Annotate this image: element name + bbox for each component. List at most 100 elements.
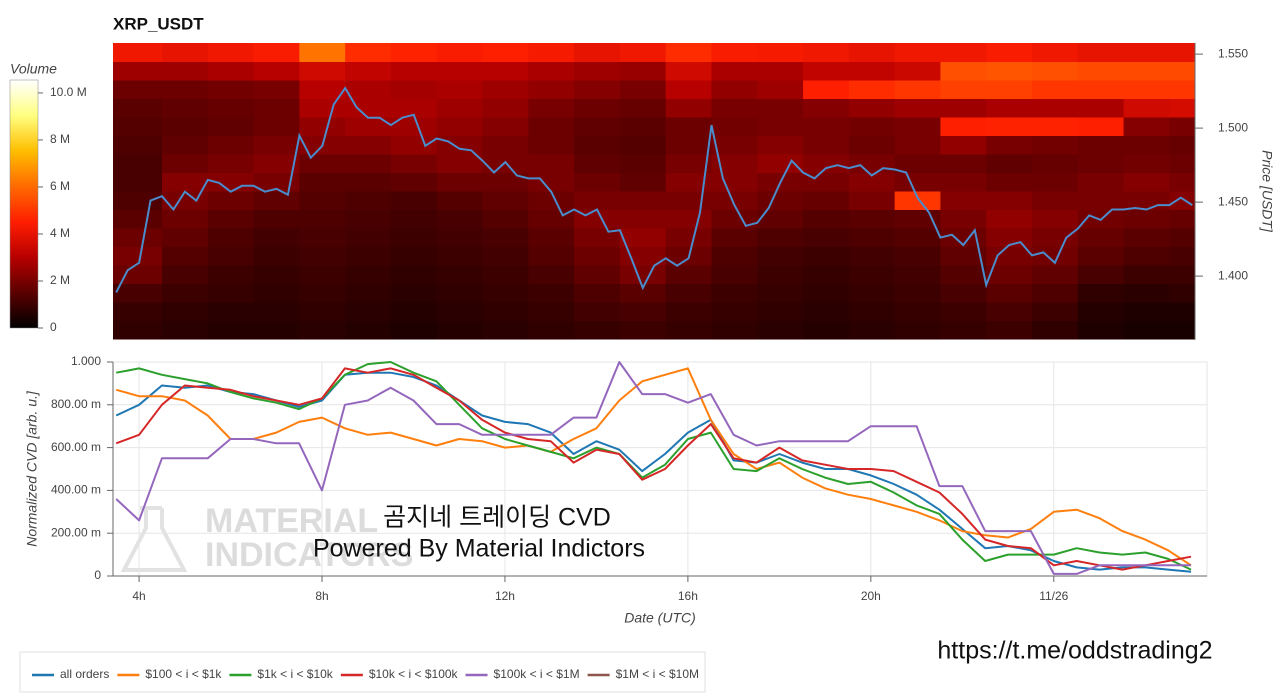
heat-cell <box>113 61 163 81</box>
heat-cell <box>894 302 941 321</box>
heat-cell <box>528 302 575 321</box>
heat-cell <box>436 246 484 266</box>
heat-cell <box>757 117 804 136</box>
heat-cell <box>436 98 484 118</box>
heat-cell <box>1169 302 1196 321</box>
heat-cell <box>940 43 987 62</box>
legend-label: $10k < i < $100k <box>369 667 459 681</box>
heat-cell <box>161 246 209 266</box>
heat-cell <box>390 98 438 118</box>
heat-cell <box>665 135 712 155</box>
heat-cell <box>390 154 438 173</box>
heat-cell <box>803 43 850 62</box>
heat-cell <box>711 43 758 62</box>
heat-cell <box>1077 117 1125 136</box>
watermark: MATERIAL INDICATORS <box>120 502 413 574</box>
y2-axis-label: Price [USDT] <box>1259 150 1275 233</box>
heat-cell <box>574 191 621 210</box>
heat-cell <box>436 302 484 321</box>
heat-cell <box>665 283 712 303</box>
legend-label: $1M < i < $10M <box>616 667 699 681</box>
heat-cell <box>940 246 987 266</box>
heat-cell <box>619 172 667 192</box>
heat-cell <box>940 80 987 99</box>
legend-label: all orders <box>60 667 109 681</box>
heat-cell <box>757 209 804 229</box>
heat-cell <box>894 43 941 62</box>
heat-cell <box>711 191 758 210</box>
heat-cell <box>1077 135 1125 155</box>
heat-cell <box>1077 191 1125 210</box>
heat-cell <box>299 320 346 340</box>
heat-cell <box>207 80 255 99</box>
heat-cell <box>528 191 575 210</box>
heat-cell <box>894 228 941 247</box>
footer-link[interactable]: https://t.me/oddstrading2 <box>937 637 1212 665</box>
heat-cell <box>161 302 209 321</box>
heat-cell <box>482 43 529 62</box>
heat-cell <box>436 117 484 136</box>
heat-cell <box>299 191 346 210</box>
heat-cell <box>113 135 163 155</box>
heat-cell <box>1031 228 1079 247</box>
heat-cell <box>299 302 346 321</box>
heat-cell <box>113 209 163 229</box>
heat-cell <box>161 61 209 81</box>
colorbar <box>9 79 39 329</box>
heat-cell <box>482 117 529 136</box>
heat-cell <box>253 283 300 303</box>
heat-cell <box>619 191 667 210</box>
heat-cell <box>848 283 896 303</box>
heat-cell <box>757 320 804 340</box>
heat-cell <box>113 265 163 284</box>
heat-cell <box>940 61 987 81</box>
heat-cell <box>1169 246 1196 266</box>
heat-cell <box>574 98 621 118</box>
heat-cell <box>803 209 850 229</box>
heat-cell <box>757 302 804 321</box>
heat-cell <box>940 320 987 340</box>
heat-cell <box>113 246 163 266</box>
heat-cell <box>528 61 575 81</box>
heat-cell <box>757 191 804 210</box>
heat-cell <box>848 117 896 136</box>
heat-cell <box>619 117 667 136</box>
heat-cell <box>1077 98 1125 118</box>
heat-cell <box>894 61 941 81</box>
heat-cell <box>665 154 712 173</box>
heat-cell <box>482 98 529 118</box>
x-tick-label: 20h <box>861 589 881 603</box>
heat-cell <box>665 228 712 247</box>
heat-cell <box>619 302 667 321</box>
heat-cell <box>665 98 712 118</box>
heat-cell <box>848 43 896 62</box>
heat-cell <box>803 191 850 210</box>
watermark-text: INDICATORS <box>205 536 413 574</box>
heat-cell <box>253 117 300 136</box>
heat-cell <box>436 209 484 229</box>
heat-cell <box>574 43 621 62</box>
heat-cell <box>253 154 300 173</box>
heat-cell <box>619 135 667 155</box>
heat-cell <box>848 209 896 229</box>
y-tick-label: 200.00 m <box>51 525 101 539</box>
heat-cell <box>113 80 163 99</box>
heat-cell <box>574 80 621 99</box>
heat-cell <box>1169 61 1196 81</box>
heat-cell <box>436 172 484 192</box>
heat-cell <box>1169 135 1196 155</box>
heat-cell <box>711 283 758 303</box>
heat-cell <box>161 265 209 284</box>
heat-cell <box>253 246 300 266</box>
heat-cell <box>619 283 667 303</box>
heat-cell <box>345 209 392 229</box>
heat-cell <box>436 228 484 247</box>
heat-cell <box>299 98 346 118</box>
heat-cell <box>1077 154 1125 173</box>
heat-cell <box>940 172 987 192</box>
heat-cell <box>253 135 300 155</box>
heat-cell <box>1031 283 1079 303</box>
heat-cell <box>1077 246 1125 266</box>
y-tick-label: 0 <box>94 568 101 582</box>
heat-cell <box>665 172 712 192</box>
